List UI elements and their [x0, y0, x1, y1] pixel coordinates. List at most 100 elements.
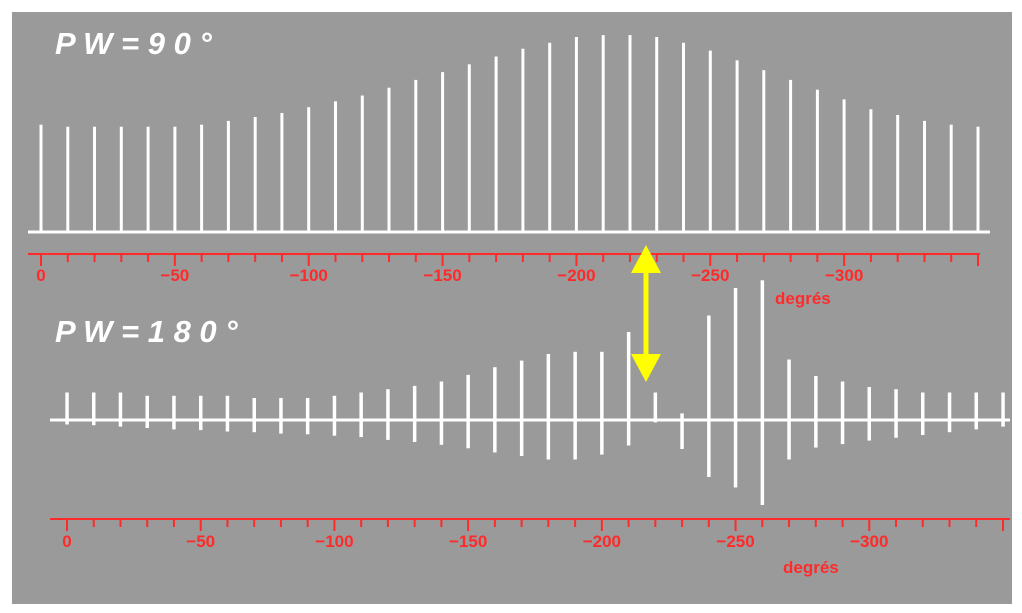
peak-bar	[494, 56, 498, 233]
peak-bar	[840, 381, 845, 445]
peak-bar	[573, 351, 577, 460]
peaks	[39, 35, 980, 234]
x-tick-label: −100	[315, 532, 353, 551]
peak-bar	[200, 124, 204, 233]
peak-bar	[600, 351, 604, 455]
peak-bar	[493, 367, 497, 453]
peak-bar	[947, 392, 952, 433]
peak-bar	[787, 359, 791, 460]
x-axis-title: degrés	[775, 289, 831, 308]
peak-bar	[252, 398, 256, 433]
peak-bar	[760, 280, 765, 505]
x-tick-label: −250	[691, 266, 729, 285]
peak-bar	[305, 398, 310, 435]
x-tick-label: −50	[160, 266, 189, 285]
peak-bar	[173, 126, 177, 233]
peak-bar	[735, 60, 739, 234]
peak-bar	[894, 389, 898, 438]
x-tick-label: −300	[850, 532, 888, 551]
peak-bar	[655, 37, 659, 233]
peak-bar	[172, 395, 176, 430]
peak-bar	[93, 126, 96, 233]
x-tick-label: −250	[716, 532, 754, 551]
peak-bar	[789, 79, 793, 234]
peak-bar	[1001, 392, 1005, 427]
peak-bar	[386, 389, 390, 440]
peak-bar	[815, 89, 819, 233]
peak-bar	[439, 381, 444, 445]
peak-bar	[359, 392, 363, 438]
peak-bar	[466, 374, 470, 449]
peak-bar	[976, 126, 980, 233]
x-tick-label: 0	[36, 266, 45, 285]
arrow-head-up	[631, 245, 661, 273]
peak-bar	[548, 42, 552, 233]
peak-bar	[867, 387, 871, 441]
peak-bar	[762, 70, 766, 233]
arrow-head-down	[631, 354, 661, 382]
peak-bar	[332, 395, 337, 436]
peak-bar	[628, 35, 632, 233]
peak-bar	[626, 332, 631, 446]
peak-bar	[145, 395, 149, 428]
peak-bar	[869, 109, 873, 233]
double-arrow-icon	[631, 245, 661, 382]
peak-bar	[92, 392, 96, 426]
peak-bar	[707, 315, 711, 477]
x-tick-label: −100	[290, 266, 328, 285]
peak-bar	[225, 395, 230, 432]
peak-bar	[66, 126, 70, 233]
peak-bar	[601, 35, 605, 233]
panel-title: P W = 1 8 0 °	[55, 314, 238, 349]
peak-bar	[387, 87, 391, 233]
peak-bar	[307, 107, 311, 233]
x-tick-label: −200	[583, 532, 621, 551]
peak-bar	[118, 392, 123, 427]
peak-bar	[896, 115, 900, 233]
panel-title: P W = 9 0 °	[55, 26, 212, 61]
peak-bar	[412, 385, 417, 442]
peak-bar	[521, 48, 525, 234]
peak-bar	[226, 120, 230, 233]
peak-bar	[733, 288, 738, 488]
peak-bar	[360, 95, 364, 233]
peak-bar	[119, 126, 123, 233]
x-tick-label: −150	[449, 532, 487, 551]
peak-bar	[546, 354, 551, 460]
peak-bar	[974, 392, 978, 430]
x-tick-label: −150	[423, 266, 461, 285]
peak-bar	[682, 42, 685, 233]
peak-bar	[39, 124, 43, 233]
x-tick-label: −200	[557, 266, 595, 285]
peak-bar	[467, 64, 471, 233]
panel-pw180: P W = 1 8 0 ° 0 −50 −100 −150 −200 −250 −300 deg…	[50, 280, 1010, 577]
peak-bar	[441, 72, 445, 233]
peak-bar	[65, 392, 69, 425]
peak-bar	[253, 117, 257, 233]
peak-bar	[923, 120, 926, 233]
panel-pw90: P W = 9 0 ° 0 −50 −100 −150 −200 −250 −300 degré…	[28, 26, 990, 308]
peak-bar	[708, 50, 712, 233]
peak-bar	[280, 113, 284, 233]
x-tick-label: −300	[825, 266, 863, 285]
x-tick-label: 0	[62, 532, 71, 551]
peak-bar	[146, 126, 150, 233]
peak-bar	[279, 398, 283, 434]
peak-bar	[842, 99, 846, 234]
peak-bar	[199, 395, 203, 431]
peaks	[65, 280, 1005, 505]
x-axis-title: degrés	[783, 558, 839, 577]
peak-bar	[653, 392, 658, 423]
peak-bar	[334, 101, 337, 233]
peak-bar	[574, 37, 578, 233]
peak-bar	[949, 124, 953, 233]
peak-bar	[519, 360, 524, 456]
x-tick-label: −50	[186, 532, 215, 551]
peak-bar	[414, 79, 418, 234]
peak-bar	[921, 392, 925, 435]
peak-bar	[814, 376, 818, 448]
figure-background	[12, 12, 1012, 604]
peak-bar	[680, 413, 684, 449]
